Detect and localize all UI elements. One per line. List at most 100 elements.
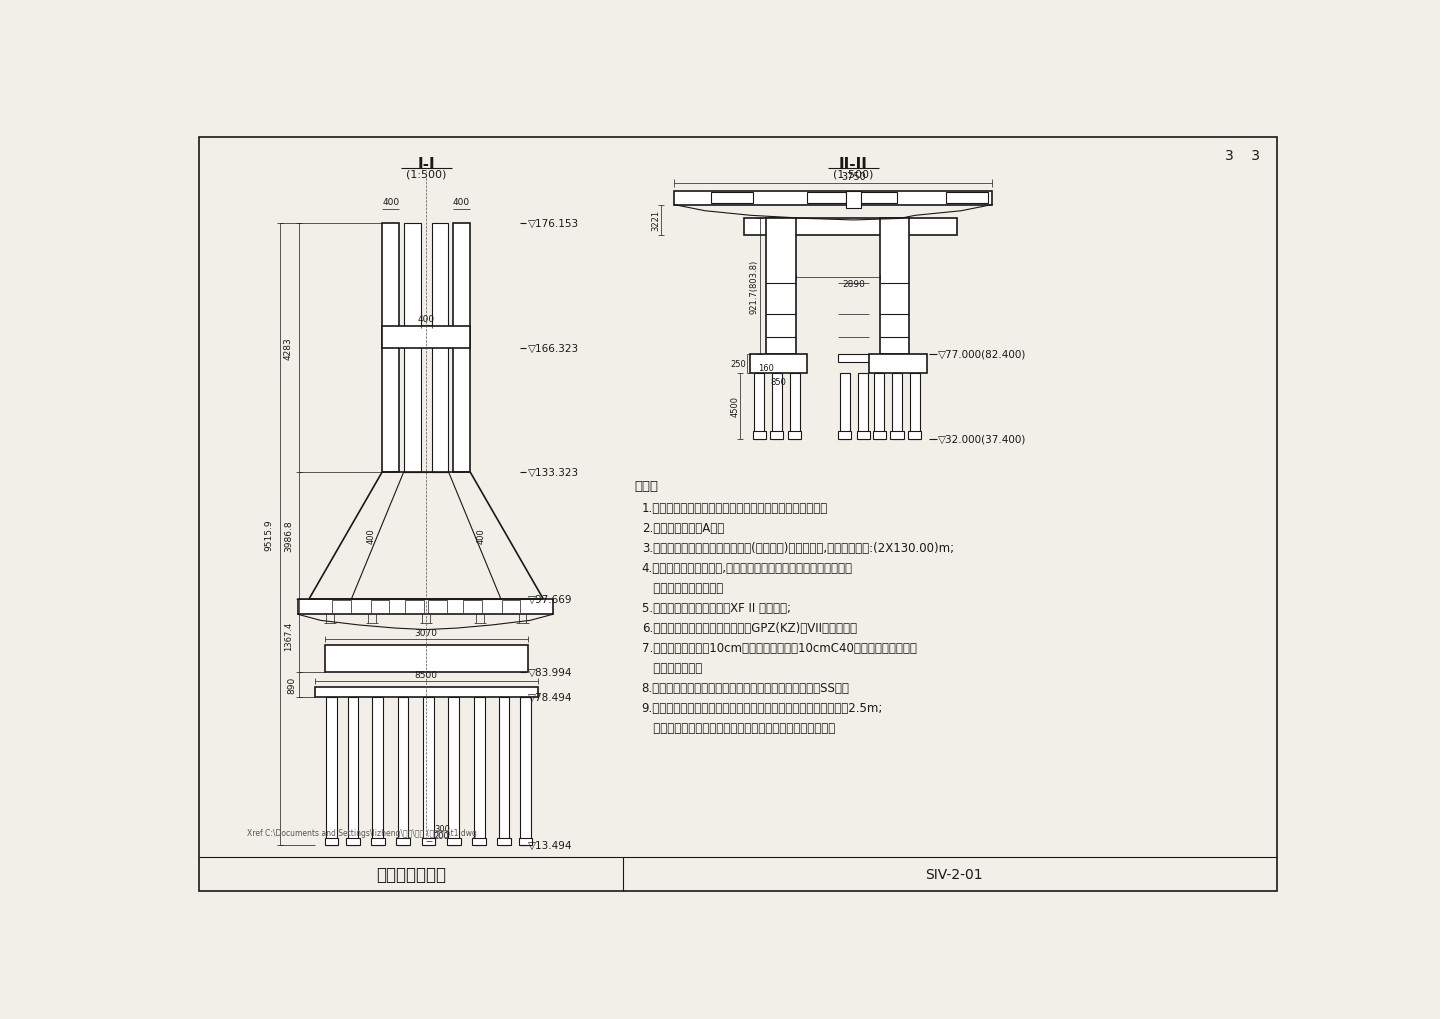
Bar [890,431,903,439]
Bar [772,374,782,439]
Bar [396,838,410,846]
Text: 9515.9: 9515.9 [265,519,274,550]
Text: 921.7(803.8): 921.7(803.8) [750,260,759,314]
Text: Xref C:\Documents and Settings\lizheng\桌面\斜拉 (铁桥型）\t1.dwg: Xref C:\Documents and Settings\lizheng\桌… [246,828,477,838]
Bar [744,218,958,235]
Bar [446,838,461,846]
Bar [498,698,510,846]
Text: 400: 400 [382,198,399,207]
Text: 3070: 3070 [415,628,438,637]
Text: 400: 400 [454,198,469,207]
Text: 主桥桥型布置图: 主桥桥型布置图 [376,865,446,883]
Text: 5.本段桥在分联墩顶处设置XF II 型伸缩缝;: 5.本段桥在分联墩顶处设置XF II 型伸缩缝; [642,601,791,614]
Text: ▽77.000(82.400): ▽77.000(82.400) [939,350,1027,360]
Text: 300: 300 [433,824,449,833]
Bar [857,431,870,439]
Bar [770,431,783,439]
Text: ▽97.669: ▽97.669 [528,594,572,604]
Bar [840,374,850,439]
Bar [298,599,553,614]
Bar [788,431,801,439]
Bar [711,193,753,204]
Text: 3750: 3750 [841,171,865,181]
Text: ▽83.994: ▽83.994 [528,667,572,678]
Bar [808,193,845,204]
Bar [755,374,765,439]
Bar [868,355,927,374]
Text: 6.全桥采用抗震型盆式橡胶支座（GPZ(KZ)，VII度震区）。: 6.全桥采用抗震型盆式橡胶支座（GPZ(KZ)，VII度震区）。 [642,622,857,635]
Bar [347,698,359,846]
Bar [474,698,485,846]
Text: 9.在跨越铁路范围内设置聚碳酸酯透明防护屏，桥面以上总高度为2.5m;: 9.在跨越铁路范围内设置聚碳酸酯透明防护屏，桥面以上总高度为2.5m; [642,701,883,714]
Text: 200: 200 [433,832,449,841]
Bar [397,698,409,846]
Text: ▽176.153: ▽176.153 [528,219,579,229]
Bar [346,838,360,846]
Text: 400: 400 [477,528,485,543]
Bar [454,224,469,472]
Bar [858,374,868,439]
Bar [497,838,511,846]
Text: ▽166.323: ▽166.323 [528,343,579,354]
Text: 850: 850 [770,378,786,386]
Text: ▽78.494: ▽78.494 [528,693,572,703]
Bar [432,224,448,472]
Bar [520,698,531,846]
Text: 890: 890 [287,677,295,694]
Text: ▽13.494: ▽13.494 [528,841,572,851]
Bar [766,218,796,355]
Bar [429,601,446,613]
Bar [314,688,537,698]
Bar [333,601,351,613]
Bar [753,431,766,439]
Text: 4283: 4283 [284,336,292,360]
Text: (1:500): (1:500) [406,169,446,179]
Text: 3221: 3221 [651,210,660,231]
Text: (1:500): (1:500) [834,169,874,179]
Bar [789,374,799,439]
Bar [891,374,901,439]
Text: 2890: 2890 [842,279,865,288]
Bar [373,698,383,846]
Text: 3    3: 3 3 [1225,149,1260,163]
Text: 160: 160 [759,363,775,372]
Text: 250: 250 [730,360,746,369]
Text: 4500: 4500 [730,396,739,417]
Bar [501,601,520,613]
Text: ▽32.000(37.400): ▽32.000(37.400) [939,434,1027,444]
Bar [518,838,533,846]
Bar [946,193,988,204]
Bar [382,224,399,472]
Bar [750,355,808,374]
Bar [858,193,897,204]
Text: ▽133.323: ▽133.323 [528,468,579,477]
Text: 1.图中除桩号、标高以米计及注明者外，其余均以厘米计。: 1.图中除桩号、标高以米计及注明者外，其余均以厘米计。 [642,501,828,515]
Bar [674,192,992,206]
Bar [909,431,922,439]
Bar [464,601,481,613]
Text: I-I: I-I [418,157,435,172]
Text: 3986.8: 3986.8 [284,520,292,551]
Bar [370,601,389,613]
Text: SIV-2-01: SIV-2-01 [924,867,982,881]
Bar [406,601,423,613]
Bar [325,698,337,846]
Text: 附注：: 附注： [634,480,658,493]
Text: 基础采用钻孔桩基础。: 基础采用钻孔桩基础。 [642,582,723,594]
Bar [423,698,433,846]
Bar [324,838,338,846]
Bar [880,218,909,355]
Text: 8.每幅桥设置双侧新泽西式防撞护栏，护栏防撞等级达到SS级。: 8.每幅桥设置双侧新泽西式防撞护栏，护栏防撞等级达到SS级。 [642,682,850,695]
Text: 8500: 8500 [415,671,438,680]
Text: 上跨铁路范围内，设置泄水管且由纵向排水管引至桥墩处。: 上跨铁路范围内，设置泄水管且由纵向排水管引至桥墩处。 [642,721,835,735]
Text: 2.设计荷载：城市A级。: 2.设计荷载：城市A级。 [642,522,724,535]
Bar [403,224,420,472]
Bar [873,431,886,439]
Bar [874,374,884,439]
Bar [370,838,384,846]
Bar [845,193,861,209]
Bar [838,431,851,439]
Bar [382,327,469,348]
Text: 桥面铺装等厚。: 桥面铺装等厚。 [642,661,703,675]
Text: 4.上部结构为独塔斜拉桥,下部结构桥墩形式详见桥墩一般构造图，: 4.上部结构为独塔斜拉桥,下部结构桥墩形式详见桥墩一般构造图， [642,561,852,575]
